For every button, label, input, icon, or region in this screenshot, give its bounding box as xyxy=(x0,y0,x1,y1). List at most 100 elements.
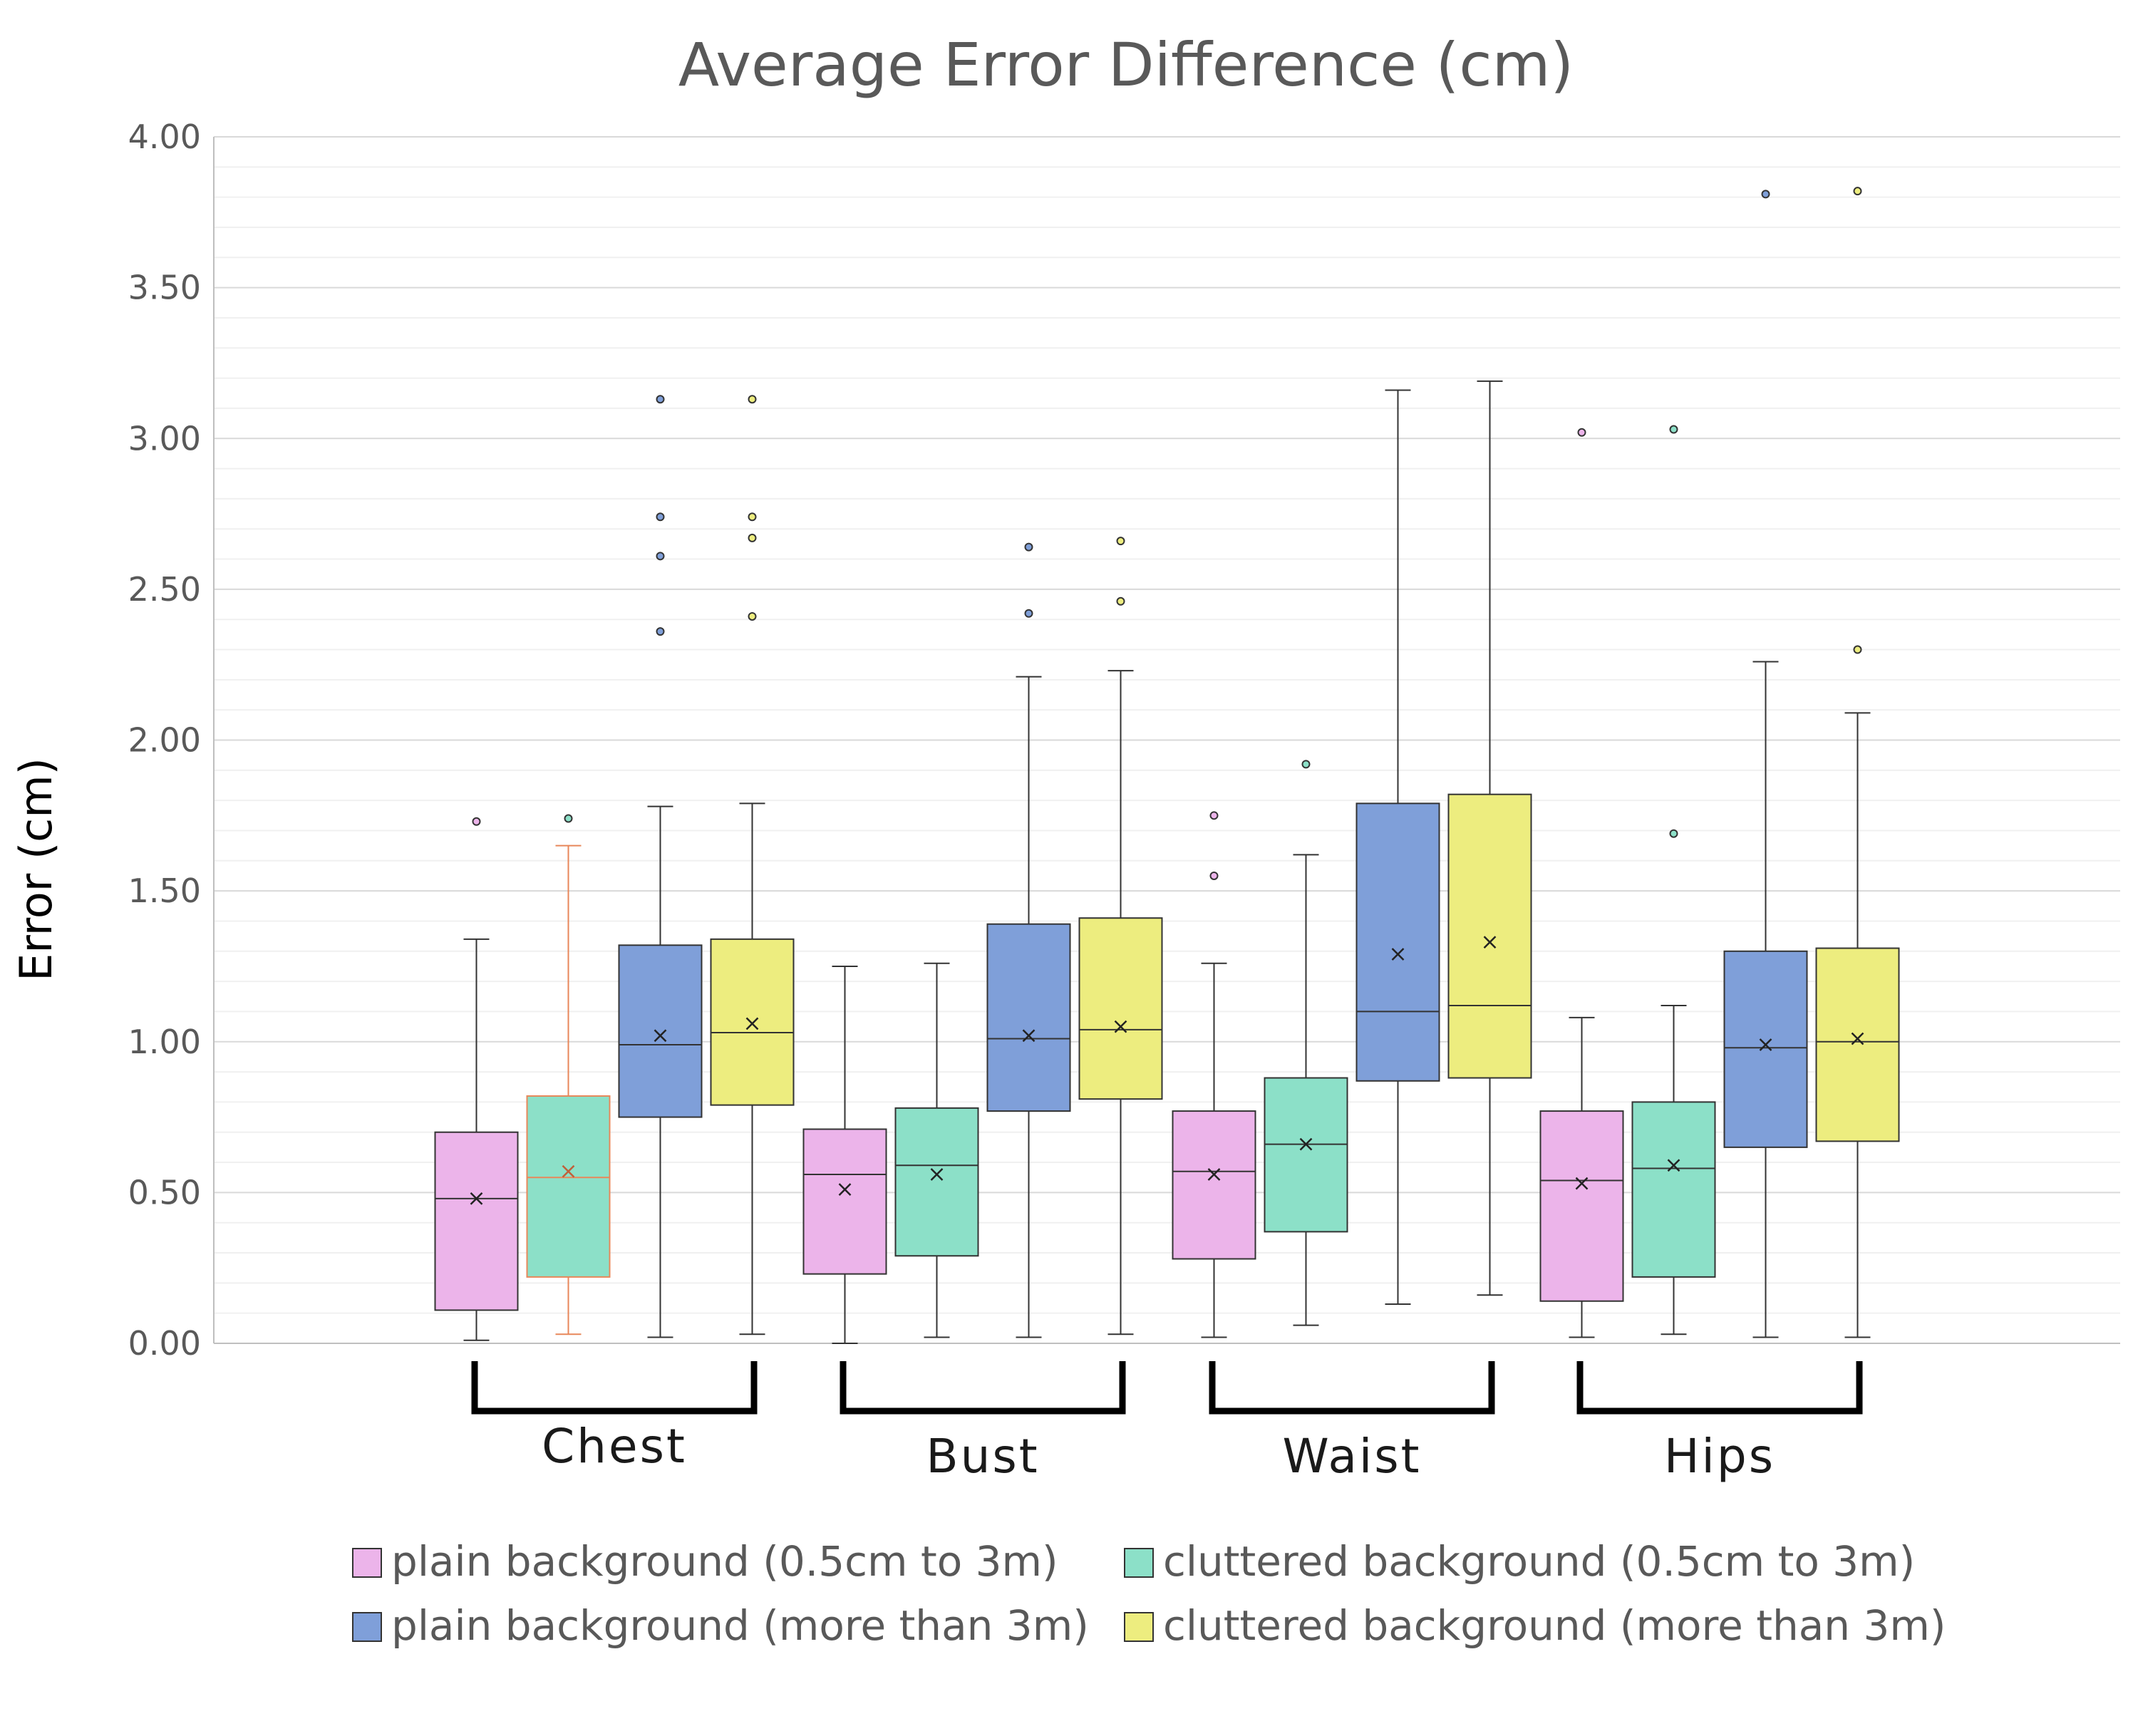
box-hips-series-1 xyxy=(1539,428,1624,1338)
box-chest-series-4 xyxy=(710,395,795,1335)
legend: plain background (0.5cm to 3m) cluttered … xyxy=(352,1537,1946,1650)
mean-marker xyxy=(1667,1159,1680,1172)
legend-swatch-4 xyxy=(1124,1612,1154,1642)
y-tick-label: 2.50 xyxy=(128,570,201,609)
outlier-point xyxy=(748,533,757,542)
bracket-waist xyxy=(1209,1361,1495,1415)
outlier-point xyxy=(1669,829,1678,838)
box-iqr xyxy=(986,923,1071,1112)
legend-label-3: plain background (more than 3m) xyxy=(391,1601,1089,1650)
outlier-point xyxy=(748,512,757,522)
y-tick-label: 1.00 xyxy=(128,1023,201,1061)
outlier-point xyxy=(564,814,573,823)
outlier-point xyxy=(1209,811,1219,820)
box-chest-series-3 xyxy=(618,395,703,1338)
outlier-point xyxy=(1669,425,1678,434)
mean-marker xyxy=(1483,936,1497,949)
box-chest-series-2 xyxy=(526,814,611,1335)
outlier-point xyxy=(1761,190,1770,199)
legend-label-1: plain background (0.5cm to 3m) xyxy=(391,1537,1058,1586)
mean-marker xyxy=(562,1164,575,1178)
mean-marker xyxy=(1575,1177,1589,1190)
box-iqr xyxy=(1264,1077,1348,1233)
outlier-point xyxy=(656,512,665,522)
outlier-point xyxy=(1116,596,1125,606)
y-tick-label: 0.50 xyxy=(128,1173,201,1211)
mean-marker xyxy=(745,1017,759,1030)
outlier-point xyxy=(1116,537,1125,546)
box-iqr xyxy=(1172,1110,1256,1260)
mean-marker xyxy=(930,1168,944,1181)
outlier-point xyxy=(748,395,757,404)
box-iqr xyxy=(526,1095,611,1278)
box-iqr xyxy=(1539,1110,1624,1302)
outlier-point xyxy=(1024,609,1033,618)
category-label-chest: Chest xyxy=(542,1419,687,1474)
mean-marker xyxy=(654,1029,667,1043)
box-iqr xyxy=(1355,802,1440,1082)
box-iqr xyxy=(434,1131,519,1311)
mean-marker xyxy=(838,1183,852,1197)
box-waist-series-1 xyxy=(1172,811,1256,1338)
outlier-point xyxy=(656,627,665,636)
box-iqr xyxy=(710,938,795,1106)
outlier-point xyxy=(472,817,481,826)
box-waist-series-2 xyxy=(1264,760,1348,1326)
y-axis: 0.00 0.50 1.00 1.50 2.00 2.50 3.00 3.50 4.00 xyxy=(128,118,2120,1363)
mean-marker xyxy=(1022,1029,1036,1043)
legend-swatch-1 xyxy=(352,1548,382,1578)
category-brackets: Chest Bust Waist Hips xyxy=(471,1361,1863,1484)
box-bust-series-3 xyxy=(986,542,1071,1338)
outlier-point xyxy=(1853,187,1862,196)
box-iqr xyxy=(1447,793,1532,1079)
category-label-waist: Waist xyxy=(1282,1429,1421,1484)
outlier-point xyxy=(748,611,757,621)
box-bust-series-1 xyxy=(802,965,887,1344)
chart-title: Average Error Difference (cm) xyxy=(678,30,1574,100)
box-bust-series-2 xyxy=(894,962,979,1338)
box-bust-series-4 xyxy=(1078,537,1163,1335)
box-hips-series-3 xyxy=(1723,190,1808,1338)
box-hips-series-2 xyxy=(1631,425,1716,1335)
y-axis-label: Error (cm) xyxy=(10,758,62,981)
y-tick-label: 3.00 xyxy=(128,419,201,458)
legend-swatch-3 xyxy=(352,1612,382,1642)
outlier-point xyxy=(1024,542,1033,552)
y-tick-label: 2.00 xyxy=(128,721,201,760)
box-iqr xyxy=(894,1107,979,1257)
category-label-bust: Bust xyxy=(926,1429,1039,1484)
box-hips-series-4 xyxy=(1815,187,1900,1338)
box-iqr xyxy=(618,944,703,1118)
bracket-hips xyxy=(1576,1361,1863,1415)
mean-marker xyxy=(1299,1137,1313,1151)
mean-marker xyxy=(1207,1168,1221,1181)
outlier-point xyxy=(1209,871,1219,880)
mean-marker xyxy=(470,1192,483,1205)
outlier-point xyxy=(1853,645,1862,654)
box-waist-series-4 xyxy=(1447,380,1532,1296)
outlier-point xyxy=(656,395,665,404)
legend-label-2: cluttered background (0.5cm to 3m) xyxy=(1163,1537,1915,1586)
box-iqr xyxy=(1631,1101,1716,1278)
outlier-point xyxy=(656,552,665,561)
mean-marker xyxy=(1114,1020,1127,1033)
bracket-bust xyxy=(840,1361,1126,1415)
plot-area xyxy=(434,187,1900,1344)
y-tick-label: 4.00 xyxy=(128,118,201,156)
box-iqr xyxy=(1815,947,1900,1142)
legend-label-4: cluttered background (more than 3m) xyxy=(1163,1601,1946,1650)
box-waist-series-3 xyxy=(1355,389,1440,1305)
mean-marker xyxy=(1759,1038,1772,1051)
outlier-point xyxy=(1301,760,1311,769)
box-chest-series-1 xyxy=(434,817,519,1341)
y-tick-label: 3.50 xyxy=(128,269,201,307)
box-iqr xyxy=(1723,950,1808,1148)
outlier-point xyxy=(1577,428,1586,437)
y-tick-label: 0.00 xyxy=(128,1324,201,1363)
bracket-chest xyxy=(471,1361,758,1415)
box-iqr xyxy=(1078,917,1163,1100)
mean-marker xyxy=(1391,948,1405,961)
category-label-hips: Hips xyxy=(1664,1429,1775,1484)
